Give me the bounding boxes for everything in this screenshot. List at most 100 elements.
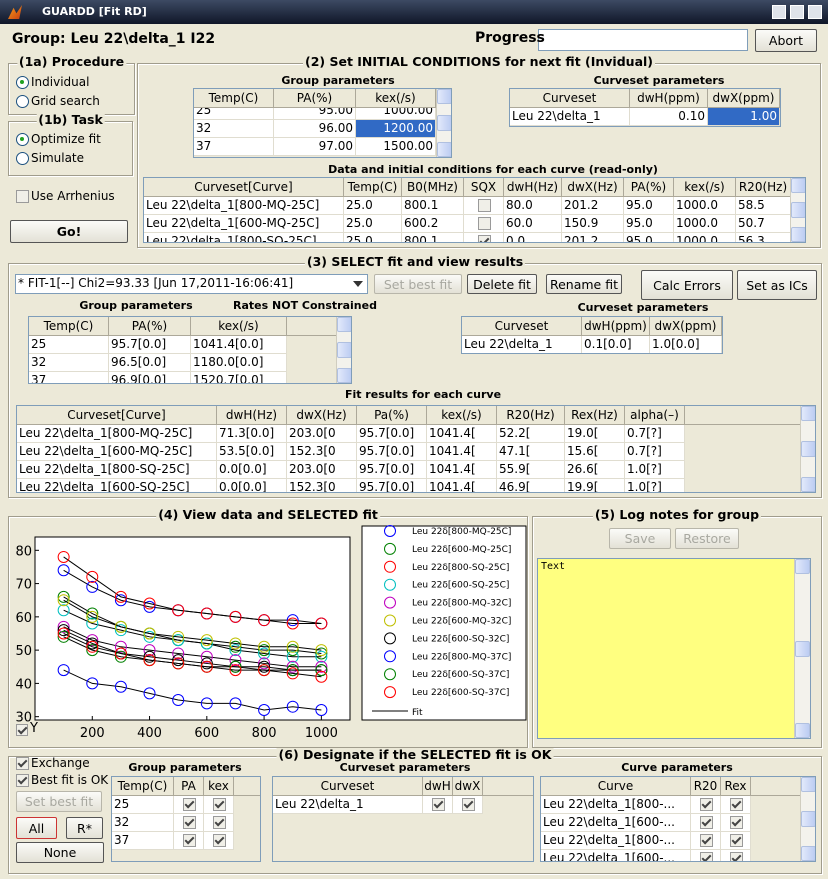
scroll-thumb[interactable]	[791, 202, 805, 218]
data-point	[286, 650, 299, 663]
cell-checkbox[interactable]	[699, 798, 713, 811]
cell-checkbox[interactable]	[431, 798, 445, 811]
go-button[interactable]: Go!	[10, 220, 128, 243]
table-cell: 32	[112, 814, 174, 832]
scroll-thumb[interactable]	[801, 441, 815, 457]
scrollbar[interactable]	[800, 406, 815, 492]
radio-button[interactable]	[16, 152, 29, 165]
data-point	[315, 664, 328, 677]
all-button[interactable]: All	[16, 817, 57, 839]
close-button[interactable]	[808, 5, 822, 19]
radio-button[interactable]	[16, 76, 29, 89]
y-axis-checkbox[interactable]	[16, 724, 28, 736]
scroll-thumb[interactable]	[437, 115, 451, 131]
cell-checkbox[interactable]	[212, 798, 226, 811]
cell-checkbox[interactable]	[699, 816, 713, 829]
delete-fit-button[interactable]: Delete fit	[467, 274, 537, 294]
scroll-thumb[interactable]	[801, 811, 815, 827]
data-point	[229, 640, 242, 653]
scroll-down[interactable]	[801, 846, 815, 861]
scroll-down[interactable]	[801, 477, 815, 492]
cell-checkbox[interactable]	[729, 834, 743, 847]
scrollbar[interactable]	[794, 559, 810, 738]
data-point	[57, 550, 70, 563]
scroll-down[interactable]	[337, 368, 351, 383]
scroll-up[interactable]	[801, 406, 815, 421]
cell-checkbox[interactable]	[212, 834, 226, 847]
scrollbar[interactable]	[800, 777, 815, 861]
column-header: R20(Hz)	[497, 406, 565, 425]
cell-checkbox[interactable]	[182, 798, 196, 811]
progress-field[interactable]	[538, 29, 748, 51]
log-text-area[interactable]	[537, 558, 811, 739]
restore-button[interactable]: Restore	[675, 528, 739, 549]
data-point	[86, 617, 99, 630]
r-star-button[interactable]: R*	[66, 817, 103, 839]
table-cell: 53.5[0.0]	[217, 443, 287, 461]
data-point	[229, 644, 242, 657]
cell-checkbox[interactable]	[461, 798, 475, 811]
fit-dropdown[interactable]: * FIT-1[--] Chi2=93.33 [Jun 17,2011-16:0…	[15, 274, 368, 294]
table-cell	[721, 796, 751, 814]
y-axis-label: Y	[30, 721, 38, 736]
calc-errors-button[interactable]: Calc Errors	[641, 270, 733, 300]
arrhenius-checkbox[interactable]	[16, 190, 29, 203]
none-button[interactable]: None	[16, 842, 104, 863]
table-cell	[464, 233, 504, 242]
table-cell	[174, 832, 204, 850]
data-point	[143, 687, 156, 700]
dropdown-arrow[interactable]	[353, 281, 363, 287]
scrollbar[interactable]	[790, 178, 805, 242]
log-text: Text	[541, 561, 566, 572]
table-cell: 1041.4[	[427, 461, 497, 479]
scroll-up[interactable]	[437, 89, 451, 104]
set-as-ics-button[interactable]: Set as ICs	[737, 270, 817, 300]
cell-checkbox[interactable]	[182, 834, 196, 847]
scroll-up[interactable]	[801, 777, 815, 792]
cell-checkbox[interactable]	[182, 816, 196, 829]
rename-fit-button[interactable]: Rename fit	[546, 274, 622, 294]
data-point	[114, 640, 127, 653]
radio-button[interactable]	[16, 133, 29, 146]
radio-button[interactable]	[16, 95, 29, 108]
data-point	[315, 644, 328, 657]
maximize-button[interactable]	[790, 5, 804, 19]
minimize-button[interactable]	[772, 5, 786, 19]
scroll-down[interactable]	[795, 723, 810, 738]
scrollbar[interactable]	[436, 89, 451, 157]
exchange-checkbox[interactable]	[16, 757, 29, 770]
cell-checkbox[interactable]	[729, 852, 743, 861]
data-point	[86, 637, 99, 650]
radio-label: Grid search	[31, 94, 100, 108]
legend-label: Leu 22δ[600-SQ-37C]	[412, 670, 509, 680]
abort-button[interactable]: Abort	[755, 29, 817, 52]
cell-checkbox[interactable]	[477, 235, 491, 242]
table-cell	[691, 814, 721, 832]
fit-results-table: Leu 22\delta_1[800-MQ-25C] 71.3[0.0] 203.0…	[16, 405, 816, 493]
best-fit-ok-checkbox[interactable]	[16, 774, 29, 787]
scrollbar[interactable]	[336, 317, 351, 383]
scroll-up[interactable]	[795, 559, 810, 574]
scroll-thumb[interactable]	[337, 342, 351, 358]
cell-checkbox[interactable]	[212, 816, 226, 829]
scroll-thumb[interactable]	[795, 640, 810, 657]
column-header: dwH(Hz)	[504, 178, 562, 197]
set-best-fit-button[interactable]: Set best fit	[16, 791, 102, 812]
table-cell: 201.2	[562, 197, 624, 215]
cell-checkbox[interactable]	[729, 816, 743, 829]
table-cell: 1520.7[0.0]	[191, 372, 287, 383]
cell-checkbox[interactable]	[729, 798, 743, 811]
set-best-fit-button[interactable]: Set best fit	[374, 274, 462, 294]
cell-checkbox[interactable]	[477, 199, 491, 212]
cell-checkbox[interactable]	[699, 852, 713, 861]
save-button[interactable]: Save	[609, 528, 671, 549]
scroll-up[interactable]	[337, 317, 351, 332]
data-point	[86, 677, 99, 690]
cell-checkbox[interactable]	[477, 217, 491, 230]
scroll-down[interactable]	[791, 227, 805, 242]
cell-checkbox[interactable]	[699, 834, 713, 847]
scroll-down[interactable]	[437, 142, 451, 157]
column-header: Rex(Hz)	[565, 406, 625, 425]
scroll-up[interactable]	[791, 178, 805, 193]
data-point	[114, 647, 127, 660]
